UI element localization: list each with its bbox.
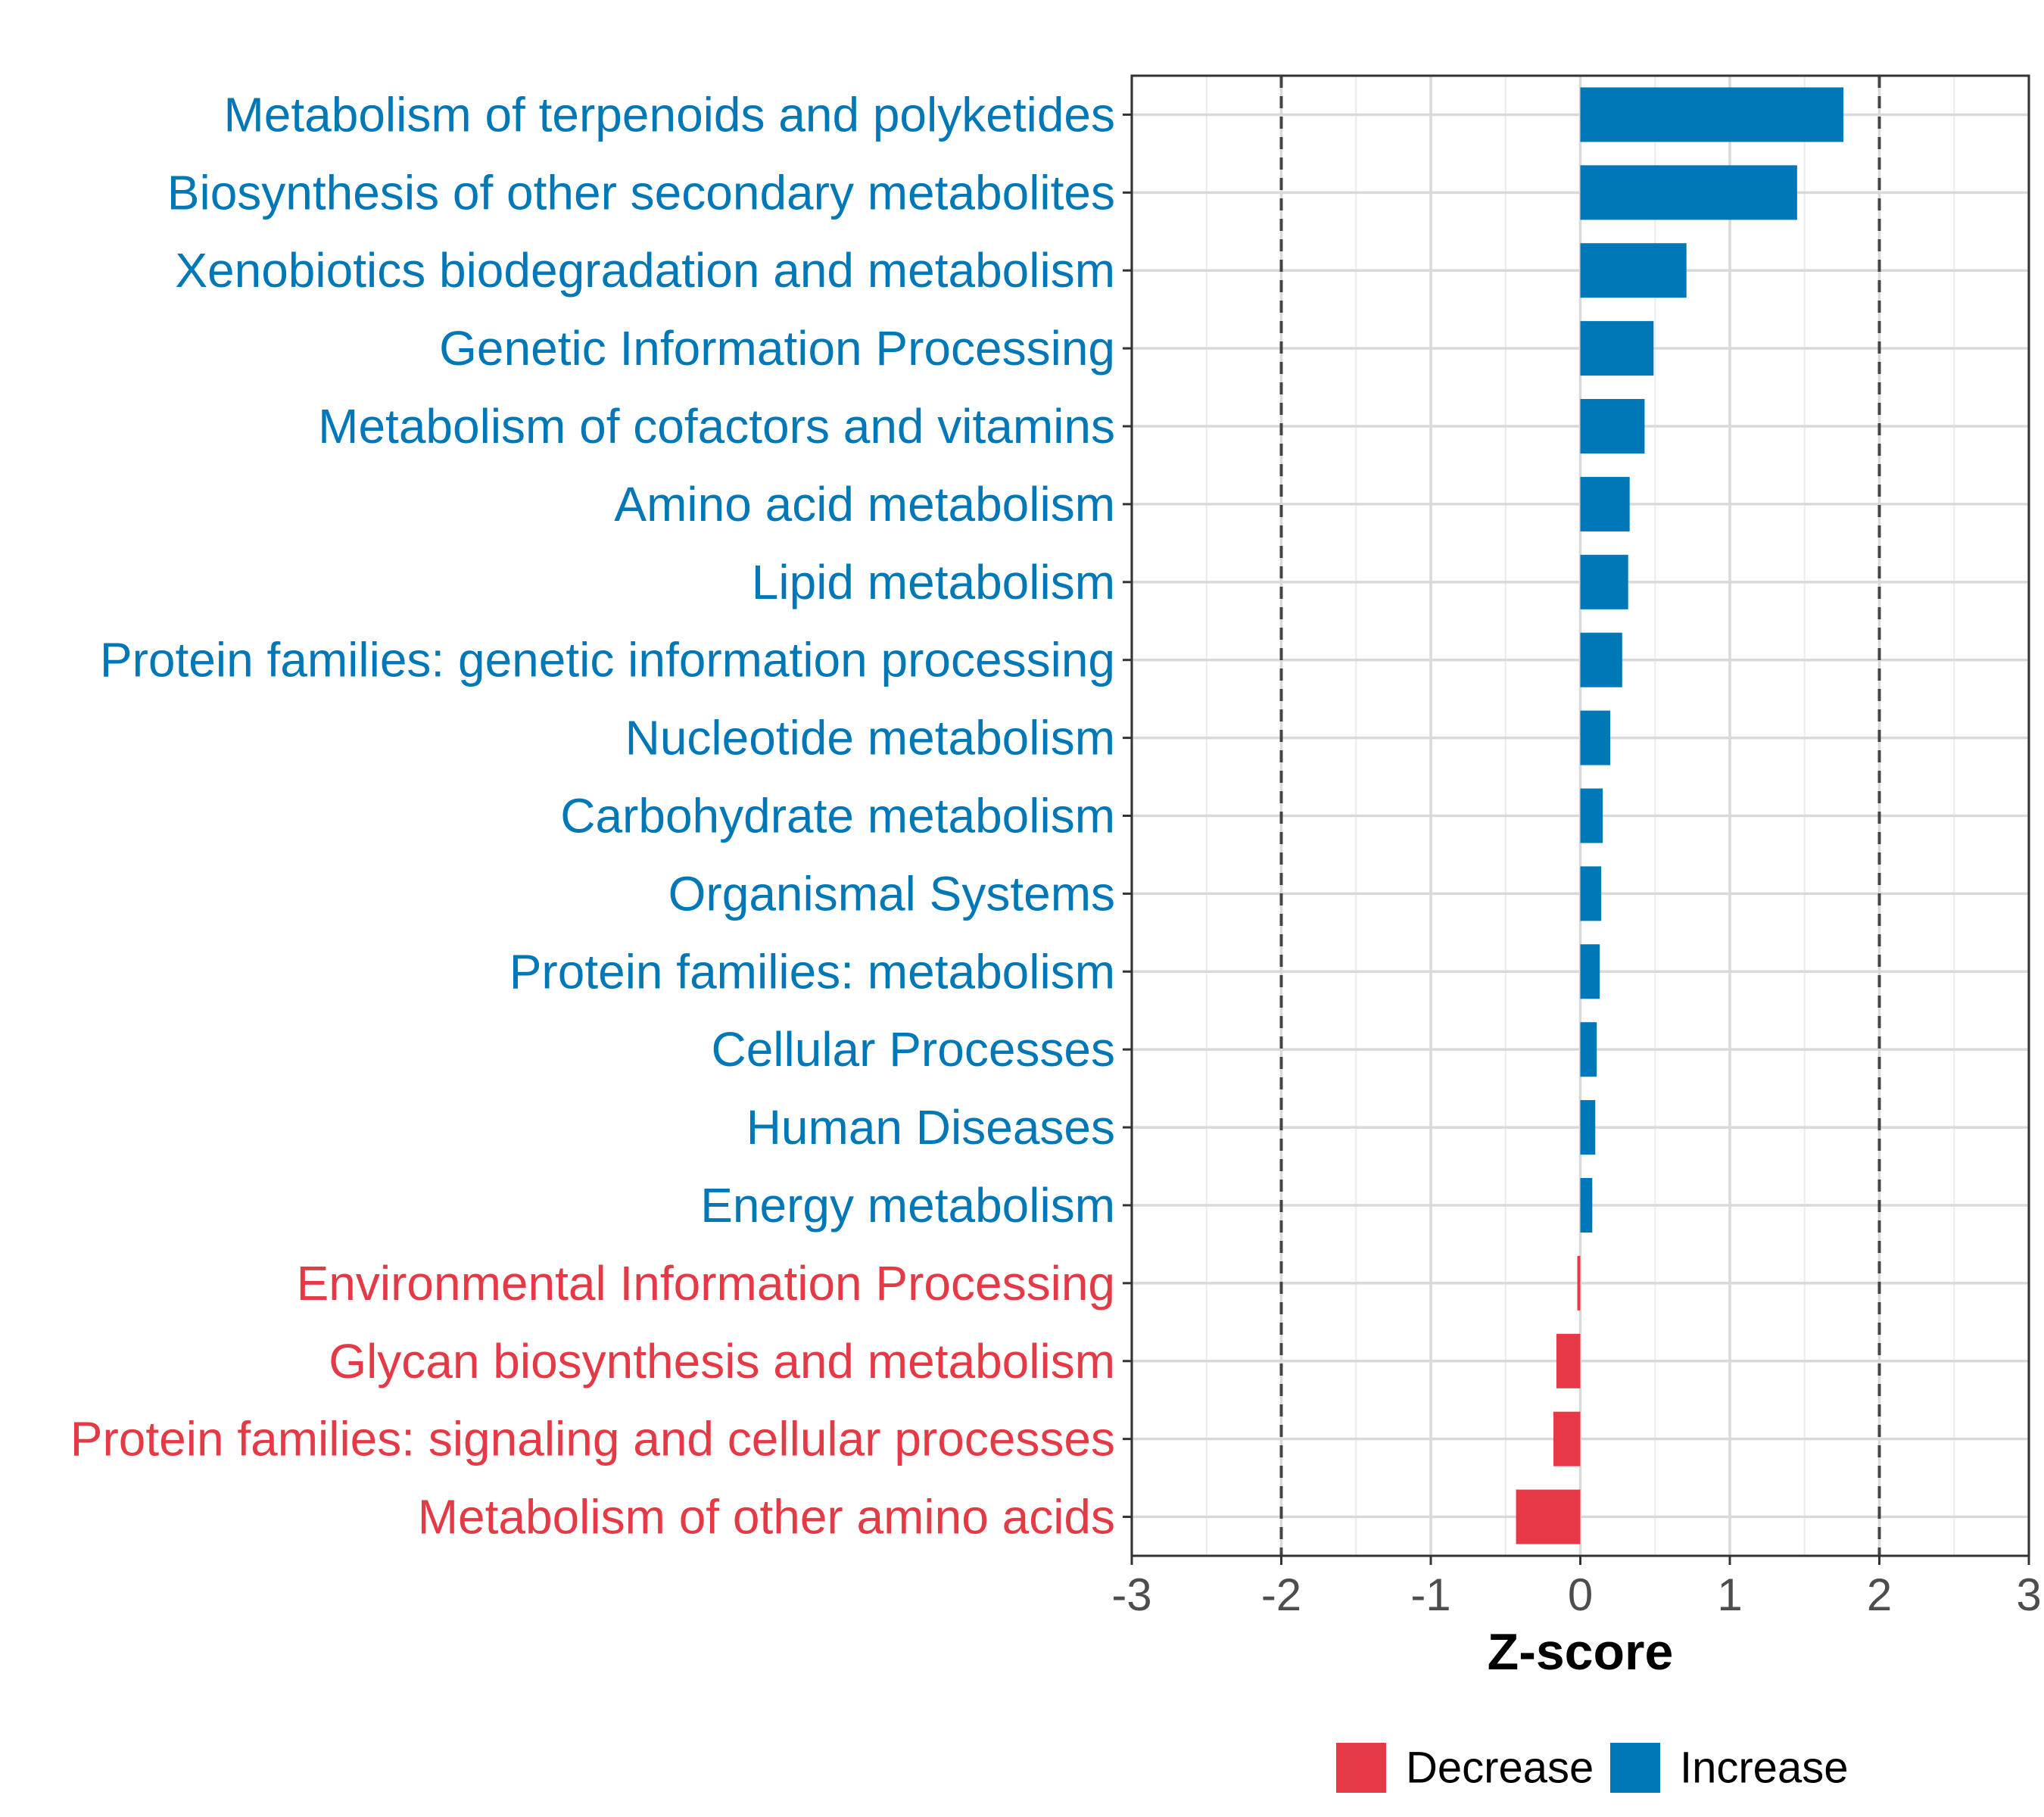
x-tick-label: 3 bbox=[2016, 1569, 2041, 1620]
bar bbox=[1580, 476, 1630, 531]
bar bbox=[1580, 1100, 1596, 1155]
bar bbox=[1580, 165, 1797, 220]
category-label: Nucleotide metabolism bbox=[625, 711, 1115, 765]
category-label: Lipid metabolism bbox=[752, 555, 1115, 609]
category-label: Human Diseases bbox=[746, 1100, 1115, 1155]
x-tick-label: -1 bbox=[1410, 1569, 1450, 1620]
category-label: Protein families: genetic information pr… bbox=[100, 633, 1115, 687]
bar bbox=[1580, 321, 1654, 376]
bar bbox=[1580, 554, 1628, 609]
bar bbox=[1580, 632, 1622, 687]
category-label: Biosynthesis of other secondary metaboli… bbox=[167, 165, 1115, 220]
bar bbox=[1580, 87, 1844, 142]
x-axis-title: Z-score bbox=[1488, 1623, 1674, 1681]
x-tick-label: -3 bbox=[1111, 1569, 1151, 1620]
category-label: Amino acid metabolism bbox=[614, 477, 1115, 531]
bar bbox=[1580, 243, 1687, 298]
reference-lines bbox=[1279, 76, 1881, 1556]
category-labels: Metabolism of terpenoids and polyketides… bbox=[70, 87, 1115, 1544]
category-label: Environmental Information Processing bbox=[297, 1256, 1115, 1311]
category-label: Metabolism of cofactors and vitamins bbox=[318, 399, 1115, 453]
x-tick-label: -2 bbox=[1261, 1569, 1301, 1620]
bar bbox=[1580, 944, 1600, 999]
bar bbox=[1556, 1333, 1581, 1388]
category-label: Glycan biosynthesis and metabolism bbox=[329, 1334, 1115, 1388]
legend-swatch bbox=[1336, 1743, 1386, 1793]
legend-label: Increase bbox=[1680, 1744, 1848, 1793]
bar bbox=[1580, 399, 1645, 454]
x-axis-ticks: -3 -2 -1 0 1 2 3 bbox=[1111, 1556, 2042, 1620]
bar bbox=[1580, 710, 1610, 765]
bar bbox=[1580, 1022, 1597, 1077]
legend-swatch bbox=[1610, 1743, 1660, 1793]
category-label: Metabolism of terpenoids and polyketides bbox=[223, 87, 1115, 142]
y-axis-ticks bbox=[1123, 113, 1132, 1519]
x-tick-label: 2 bbox=[1867, 1569, 1892, 1620]
category-label: Protein families: metabolism bbox=[509, 944, 1115, 999]
bar bbox=[1580, 788, 1603, 843]
category-label: Xenobiotics biodegradation and metabolis… bbox=[175, 243, 1115, 298]
category-label: Organismal Systems bbox=[668, 866, 1115, 921]
category-label: Carbohydrate metabolism bbox=[560, 789, 1115, 843]
category-label: Metabolism of other amino acids bbox=[418, 1490, 1115, 1544]
legend-label: Decrease bbox=[1406, 1744, 1594, 1793]
bar bbox=[1553, 1411, 1581, 1466]
category-label: Genetic Information Processing bbox=[439, 321, 1115, 376]
category-label: Protein families: signaling and cellular… bbox=[70, 1412, 1115, 1466]
x-tick-label: 1 bbox=[1717, 1569, 1742, 1620]
bar bbox=[1516, 1489, 1581, 1544]
bars bbox=[1516, 87, 1844, 1544]
bar bbox=[1577, 1255, 1581, 1311]
category-label: Energy metabolism bbox=[700, 1178, 1115, 1233]
x-tick-label: 0 bbox=[1568, 1569, 1593, 1620]
bar bbox=[1580, 1177, 1593, 1233]
category-label: Cellular Processes bbox=[711, 1022, 1115, 1077]
bar bbox=[1580, 866, 1602, 921]
legend: Decrease Increase bbox=[1336, 1743, 1848, 1793]
